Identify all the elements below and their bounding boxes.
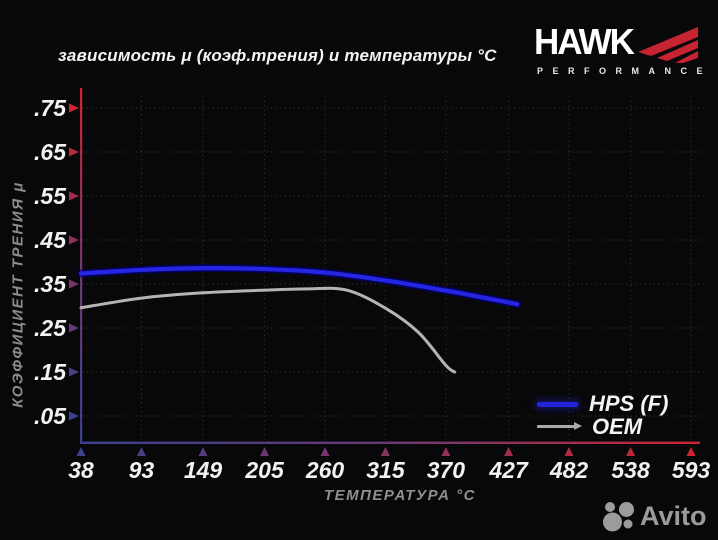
y-tick-label: .35 bbox=[34, 271, 67, 297]
x-tick-label: 593 bbox=[672, 457, 711, 483]
hawk-logo-row: HAWK bbox=[534, 22, 712, 63]
x-tick-label: 93 bbox=[129, 457, 155, 483]
avito-watermark: Avito bbox=[602, 499, 707, 533]
y-tick-arrow bbox=[69, 323, 79, 333]
y-tick-arrow bbox=[69, 279, 79, 289]
x-tick-label: 149 bbox=[184, 457, 223, 483]
x-tick-arrow bbox=[564, 447, 574, 456]
chart-title: зависимость μ (коэф.трения) и температур… bbox=[58, 46, 497, 65]
avito-icon bbox=[603, 502, 634, 532]
x-tick-arrow bbox=[626, 447, 636, 456]
hawk-performance-text: PERFORMANCE bbox=[537, 66, 713, 76]
hawk-wing-icon bbox=[637, 27, 698, 63]
y-tick-label: .25 bbox=[34, 315, 67, 341]
y-axis-line bbox=[80, 88, 83, 444]
y-axis-title: КОЭФФИЦИЕНТ ТРЕНИЯ μ bbox=[9, 181, 27, 408]
x-tick-arrow bbox=[198, 447, 208, 456]
hawk-logo: HAWK PERFORMANCE bbox=[534, 22, 713, 76]
x-tick-label: 38 bbox=[68, 457, 94, 483]
y-tick-arrow bbox=[69, 235, 79, 245]
y-tick-arrow bbox=[69, 147, 79, 157]
y-tick-label: .75 bbox=[34, 95, 67, 121]
y-tick-label: .45 bbox=[34, 227, 67, 253]
y-tick-arrow bbox=[69, 411, 79, 421]
x-tick-arrow bbox=[686, 447, 696, 456]
x-tick-label: 427 bbox=[488, 457, 529, 483]
x-tick-label: 315 bbox=[366, 457, 406, 483]
x-tick-label: 205 bbox=[244, 457, 285, 483]
x-tick-arrow bbox=[76, 447, 86, 456]
legend-line-hps bbox=[537, 402, 578, 407]
x-tick-arrow bbox=[260, 447, 270, 456]
x-tick-arrow bbox=[320, 447, 330, 456]
y-tick-label: .15 bbox=[34, 359, 67, 385]
hawk-brand-text: HAWK bbox=[534, 22, 635, 63]
y-tick-label: .55 bbox=[34, 183, 67, 209]
x-tick-label: 370 bbox=[427, 457, 466, 483]
legend-label-hps: HPS (F) bbox=[589, 391, 669, 416]
x-tick-arrow bbox=[441, 447, 451, 456]
legend-line-oem bbox=[537, 422, 582, 430]
y-tick-arrow bbox=[69, 103, 79, 113]
legend-label-oem: OEM bbox=[592, 414, 643, 439]
x-tick-arrow bbox=[504, 447, 514, 456]
x-tick-arrow bbox=[380, 447, 390, 456]
avito-label: Avito bbox=[640, 501, 707, 531]
x-axis-line bbox=[80, 441, 700, 444]
y-tick-arrow bbox=[69, 191, 79, 201]
x-axis-title: ТЕМПЕРАТУРА °C bbox=[323, 487, 477, 504]
y-tick-label: .65 bbox=[34, 139, 67, 165]
oem-line bbox=[79, 286, 457, 374]
y-tick-arrow bbox=[69, 367, 79, 377]
x-tick-arrow bbox=[136, 447, 146, 456]
x-tick-label: 260 bbox=[305, 457, 345, 483]
x-tick-label: 538 bbox=[611, 457, 650, 483]
hps-line bbox=[78, 266, 520, 307]
x-tick-label: 482 bbox=[549, 457, 589, 483]
y-tick-label: .05 bbox=[34, 403, 67, 429]
